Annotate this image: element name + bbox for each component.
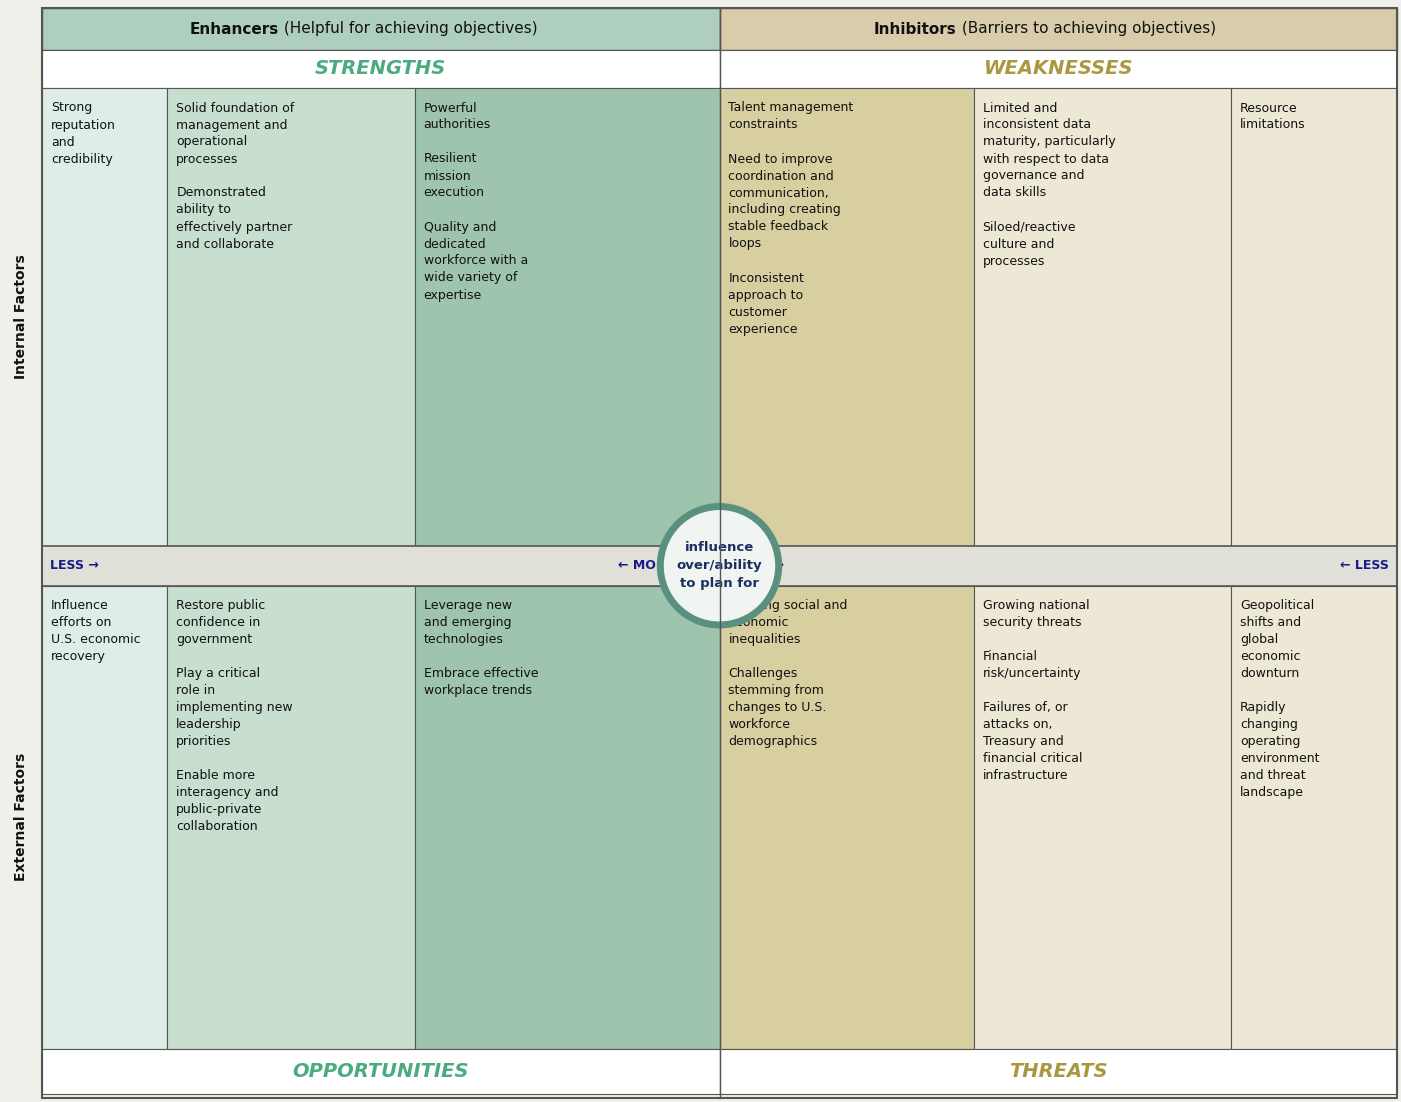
Text: influence
over/ability
to plan for: influence over/ability to plan for xyxy=(677,541,762,591)
Bar xyxy=(42,50,720,88)
Text: Talent management
constraints

Need to improve
coordination and
communication,
i: Talent management constraints Need to im… xyxy=(729,101,853,335)
Text: (Helpful for achieving objectives): (Helpful for achieving objectives) xyxy=(279,22,538,36)
Bar xyxy=(720,586,974,1049)
Text: Powerful
authorities

Resilient
mission
execution

Quality and
dedicated
workfor: Powerful authorities Resilient mission e… xyxy=(423,101,528,302)
Circle shape xyxy=(664,510,775,620)
Text: WEAKNESSES: WEAKNESSES xyxy=(984,60,1133,78)
Text: STRENGTHS: STRENGTHS xyxy=(315,60,447,78)
Text: Growing social and
economic
inequalities

Challenges
stemming from
changes to U.: Growing social and economic inequalities… xyxy=(729,599,848,748)
Text: ← LESS: ← LESS xyxy=(1341,559,1388,572)
Bar xyxy=(720,50,1397,88)
Text: Geopolitical
shifts and
global
economic
downturn

Rapidly
changing
operating
env: Geopolitical shifts and global economic … xyxy=(1240,599,1320,799)
Bar xyxy=(167,586,415,1049)
Text: Restore public
confidence in
government

Play a critical
role in
implementing ne: Restore public confidence in government … xyxy=(177,599,293,833)
Bar xyxy=(720,8,1397,50)
Bar xyxy=(415,586,720,1049)
Bar xyxy=(42,586,167,1049)
Text: Strong
reputation
and
credibility: Strong reputation and credibility xyxy=(50,101,116,165)
Text: Solid foundation of
management and
operational
processes

Demonstrated
ability t: Solid foundation of management and opera… xyxy=(177,101,294,250)
Bar xyxy=(42,88,167,545)
Text: ← MORE: ← MORE xyxy=(618,559,674,572)
Text: External Factors: External Factors xyxy=(14,754,28,882)
Text: Internal Factors: Internal Factors xyxy=(14,255,28,379)
Text: Limited and
inconsistent data
maturity, particularly
with respect to data
govern: Limited and inconsistent data maturity, … xyxy=(982,101,1115,268)
Bar xyxy=(167,88,415,545)
Text: THREATS: THREATS xyxy=(1009,1062,1108,1081)
Text: LESS →: LESS → xyxy=(50,559,99,572)
Bar xyxy=(974,88,1231,545)
Text: Resource
limitations: Resource limitations xyxy=(1240,101,1306,131)
Text: OPPORTUNITIES: OPPORTUNITIES xyxy=(293,1062,469,1081)
Bar xyxy=(415,88,720,545)
Text: Leverage new
and emerging
technologies

Embrace effective
workplace trends: Leverage new and emerging technologies E… xyxy=(423,599,538,698)
Text: Influence
efforts on
U.S. economic
recovery: Influence efforts on U.S. economic recov… xyxy=(50,599,140,663)
Bar xyxy=(720,1049,1397,1094)
Bar xyxy=(42,1049,720,1094)
Text: (Barriers to achieving objectives): (Barriers to achieving objectives) xyxy=(957,22,1216,36)
Text: Growing national
security threats

Financial
risk/uncertainty

Failures of, or
a: Growing national security threats Financ… xyxy=(982,599,1089,782)
Bar xyxy=(42,545,1397,586)
Bar xyxy=(42,8,720,50)
Bar xyxy=(974,586,1231,1049)
Circle shape xyxy=(657,504,782,628)
Text: Inhibitors: Inhibitors xyxy=(874,22,957,36)
Bar xyxy=(1231,586,1397,1049)
Text: Enhancers: Enhancers xyxy=(191,22,279,36)
Text: MORE →: MORE → xyxy=(727,559,783,572)
Bar xyxy=(720,88,974,545)
Bar xyxy=(1231,88,1397,545)
